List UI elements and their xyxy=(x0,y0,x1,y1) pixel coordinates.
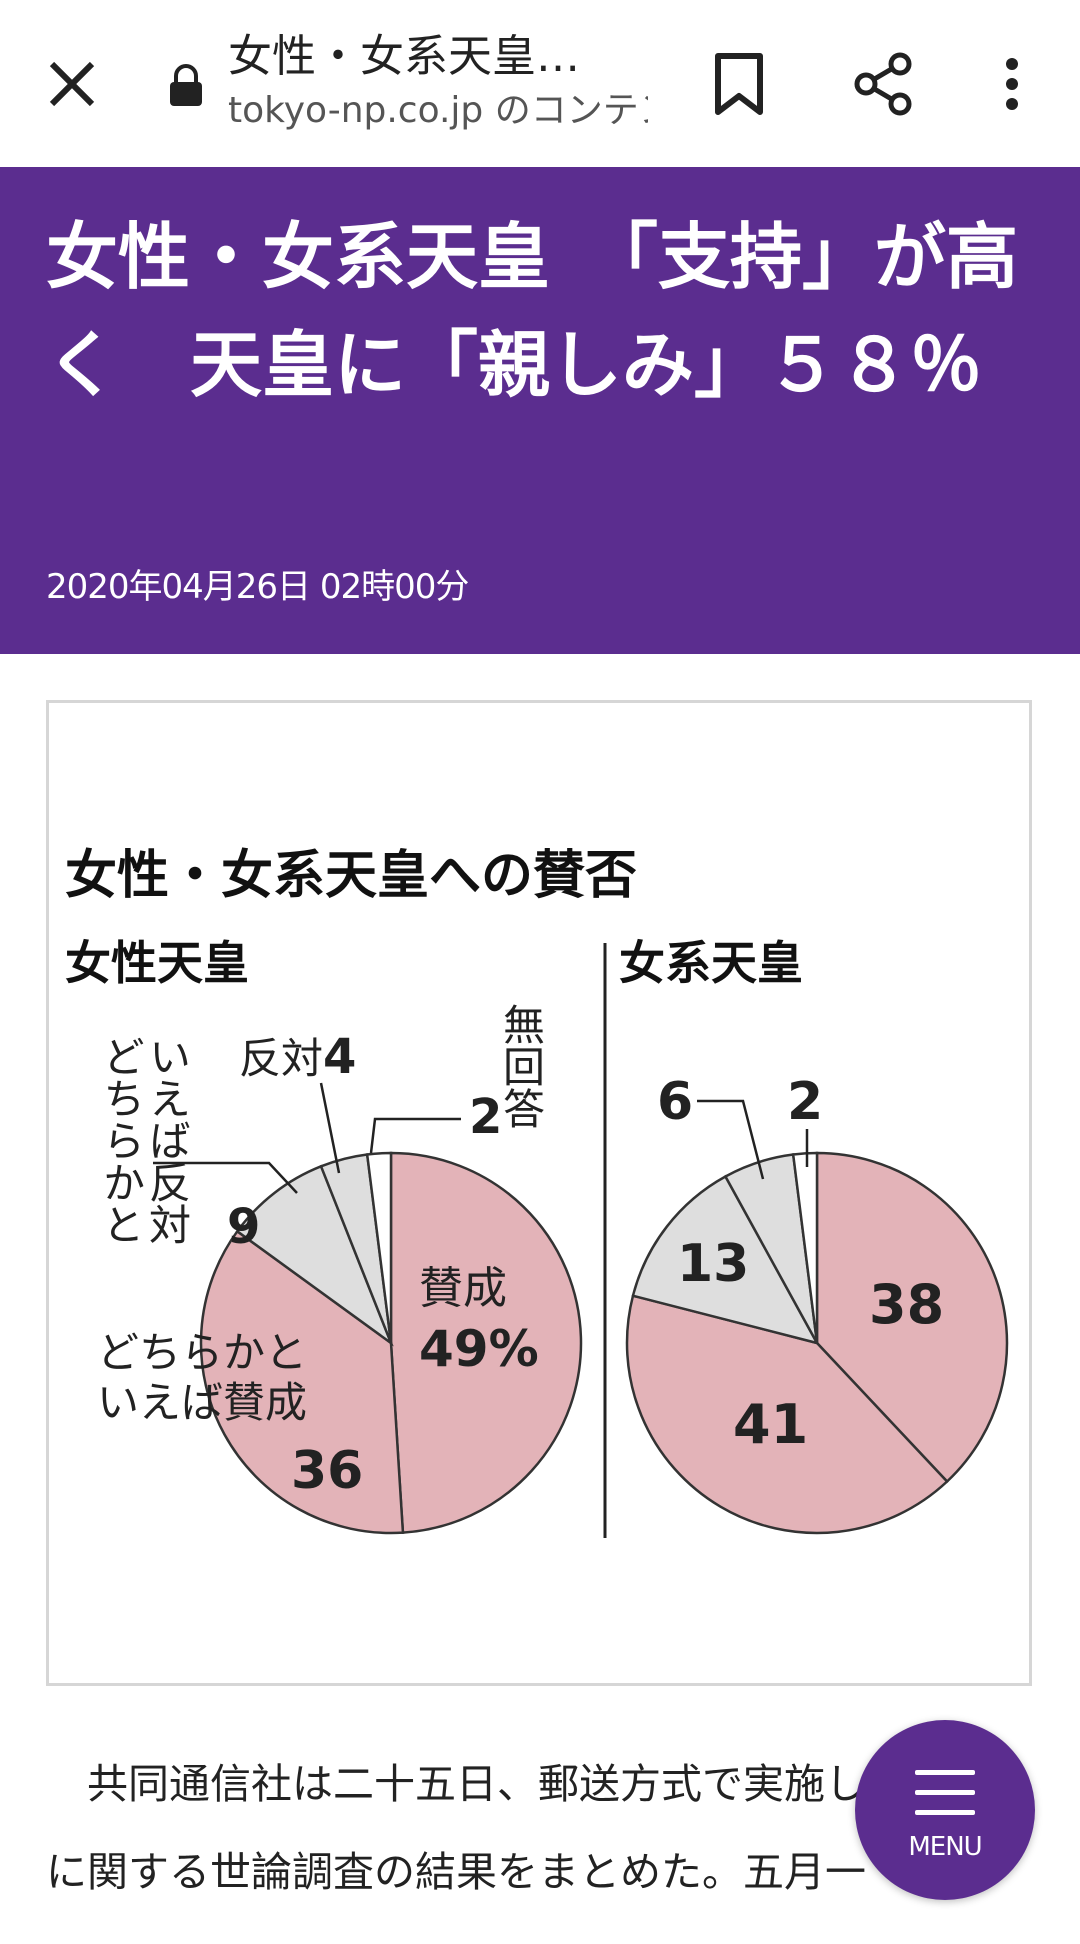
article-line-1: 共同通信社は二十五日、郵送方式で実施し xyxy=(87,1760,866,1808)
tab-title: 女性・女系天皇… xyxy=(228,31,580,82)
article-date: 2020年04月26日 02時00分 xyxy=(46,567,469,607)
label-against: 反対 xyxy=(239,1034,323,1083)
menu-button[interactable]: MENU xyxy=(855,1720,1035,1900)
value-right-lean-against: 13 xyxy=(677,1234,749,1294)
value-right-favor: 38 xyxy=(869,1273,944,1336)
label-lean-against-col1: いえば反対 xyxy=(143,1035,192,1245)
article-body: 共同通信社は二十五日、郵送方式で実施し に関する世論調査の結果をまとめた。五月一 xyxy=(46,1740,1046,1916)
pie-right-slice-2 xyxy=(631,1174,820,1345)
article-line-2: に関する世論調査の結果をまとめた。五月一 xyxy=(46,1848,866,1896)
lock-icon xyxy=(168,64,204,108)
pie-left xyxy=(199,1151,583,1535)
pie-left-slice-1 xyxy=(199,1229,405,1535)
bookmark-icon[interactable] xyxy=(712,52,766,116)
pie-right-slice-0 xyxy=(815,1151,1009,1484)
browser-top-bar: 女性・女系天皇… tokyo-np.co.jp のコンテン xyxy=(0,0,1080,169)
value-left-favor: 49% xyxy=(419,1320,539,1378)
chart-right-name: 女系天皇 xyxy=(619,936,803,990)
value-left-against: 4 xyxy=(323,1029,356,1085)
value-right-lean-favor: 41 xyxy=(733,1393,808,1456)
value-right-against: 6 xyxy=(657,1072,693,1132)
label-lean-favor-2: いえば賛成 xyxy=(97,1378,307,1427)
leader-lean-against xyxy=(153,1161,298,1194)
chart-figure: 女性・女系天皇への賛否 女性天皇 女系天皇 賛成 49% どちらかと いえば賛成… xyxy=(46,700,1032,1686)
tab-title-block[interactable]: 女性・女系天皇… tokyo-np.co.jp のコンテン xyxy=(228,28,648,136)
leader-no-answer xyxy=(369,1117,461,1154)
label-lean-favor-1: どちらかと xyxy=(97,1328,307,1377)
label-lean-against-col2: どちらかと xyxy=(97,1035,146,1245)
label-favor: 賛成 xyxy=(419,1263,507,1314)
close-icon[interactable] xyxy=(40,52,104,116)
pie-right-slice-1 xyxy=(625,1294,949,1535)
value-right-no-answer: 2 xyxy=(787,1072,823,1132)
article-header: 女性・女系天皇 「支持」が高く 天皇に「親しみ」５８％ 2020年04月26日 … xyxy=(0,167,1080,654)
label-no-answer: 無回答 xyxy=(497,1003,546,1129)
leader-right-against xyxy=(697,1099,765,1180)
leader-against xyxy=(319,1082,341,1174)
pie-chart-svg: 女性・女系天皇への賛否 女性天皇 女系天皇 賛成 49% どちらかと いえば賛成… xyxy=(65,846,1009,1538)
hamburger-icon xyxy=(915,1770,975,1820)
share-icon[interactable] xyxy=(852,50,916,118)
tab-url: tokyo-np.co.jp のコンテン xyxy=(228,90,648,131)
chart-left-name: 女性天皇 xyxy=(65,936,249,990)
menu-label: MENU xyxy=(908,1832,982,1862)
pie-left-slice-4 xyxy=(365,1151,393,1344)
value-left-no-answer: 2 xyxy=(469,1089,502,1145)
pie-left-slice-2 xyxy=(235,1164,394,1347)
value-left-lean-against: 9 xyxy=(227,1199,260,1255)
pie-right xyxy=(625,1151,1009,1535)
article-headline: 女性・女系天皇 「支持」が高く 天皇に「親しみ」５８％ xyxy=(46,215,1019,407)
chart-title: 女性・女系天皇への賛否 xyxy=(65,846,637,906)
pie-left-slice-0 xyxy=(389,1151,583,1534)
more-vert-icon[interactable] xyxy=(992,50,1032,118)
value-left-lean-favor: 36 xyxy=(291,1441,363,1501)
pie-right-slice-4 xyxy=(791,1151,819,1344)
